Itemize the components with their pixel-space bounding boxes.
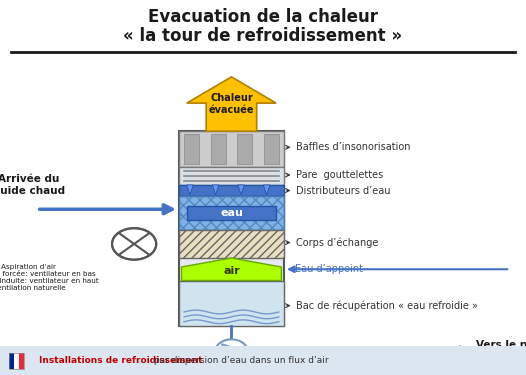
Polygon shape [213,185,219,195]
Bar [19,352,24,369]
Text: par dispersion d’eau dans un flux d’air: par dispersion d’eau dans un flux d’air [151,356,329,365]
Circle shape [112,228,156,260]
Text: Aspiration d’air
ventilation forcée: ventilateur en bas
ventilation induite: ven: Aspiration d’air ventilation forcée: ven… [0,264,99,291]
Text: Eau d’appoint: Eau d’appoint [295,264,362,274]
Polygon shape [222,344,242,357]
Text: eau: eau [220,208,243,218]
Bar [179,131,284,326]
Polygon shape [187,185,194,195]
Text: « la tour de refroidissement »: « la tour de refroidissement » [124,27,402,45]
Bar [179,230,284,258]
Text: Corps d’échange: Corps d’échange [296,237,378,248]
Text: Pare  gouttelettes: Pare gouttelettes [296,170,383,180]
Text: Vers le procédé: Vers le procédé [476,339,526,350]
Text: Débit d’eau recyclée: Débit d’eau recyclée [269,361,362,370]
Text: Installations de refroidissement: Installations de refroidissement [39,356,203,365]
Bar [179,196,284,230]
Bar [9,352,24,369]
Text: Chaleur
évacuée: Chaleur évacuée [209,93,254,115]
Text: à refroidir: à refroidir [476,352,526,362]
Bar [184,134,199,164]
Text: Bac de récupération « eau refroidie »: Bac de récupération « eau refroidie » [296,300,478,311]
Polygon shape [187,77,276,131]
Text: Arrivée du
fluide chaud: Arrivée du fluide chaud [0,174,66,196]
Polygon shape [264,185,270,195]
Bar [179,185,284,196]
Bar [179,196,284,230]
Bar [179,280,284,326]
Bar [9,352,14,369]
Text: Baffles d’insonorisation: Baffles d’insonorisation [296,142,410,152]
Bar [0,346,526,375]
Bar [264,134,279,164]
Circle shape [216,339,247,362]
Bar [187,206,276,220]
Bar [237,134,252,164]
Bar [179,131,284,167]
Text: Distributeurs d’eau: Distributeurs d’eau [296,186,390,195]
Text: Evacuation de la chaleur: Evacuation de la chaleur [148,8,378,26]
Bar [179,167,284,185]
Bar [211,134,226,164]
Text: air: air [223,267,240,276]
Bar [14,352,19,369]
Polygon shape [181,258,281,280]
Polygon shape [238,185,245,195]
